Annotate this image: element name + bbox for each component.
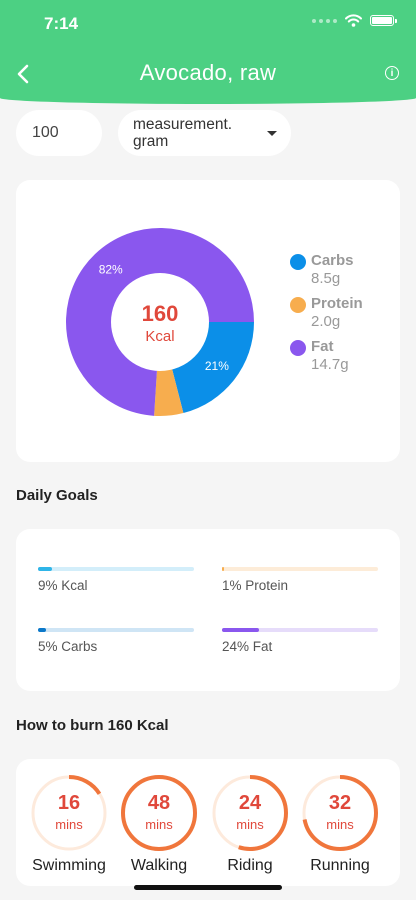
activity-unit: mins — [55, 817, 83, 832]
activity-swimming[interactable]: 16 mins Swimming — [24, 773, 114, 875]
legend-amount-protein: 2.0g — [311, 313, 341, 330]
progress-ring-icon — [212, 775, 288, 851]
burn-activities-card: 16 mins Swimming 48 mins Walking 24 mins… — [16, 759, 400, 886]
goal-carbs: 5% Carbs — [38, 628, 194, 654]
activity-riding[interactable]: 24 mins Riding — [205, 773, 295, 875]
nutrition-chart-card: 21% 82% 160 Kcal Carbs 8.5g Protein 2.0g … — [16, 180, 400, 462]
activity-name: Walking — [130, 857, 188, 874]
activity-minutes: 32 — [328, 792, 352, 814]
chart-legend: Carbs 8.5g Protein 2.0g Fat 14.7g — [290, 252, 363, 381]
goal-fat: 24% Fat — [222, 628, 378, 654]
progress-ring-icon — [31, 775, 107, 851]
goal-protein-label: 1% Protein — [222, 578, 289, 593]
progress-ring-icon — [302, 775, 378, 851]
app-header: 7:14 Avocado, raw i — [0, 0, 416, 104]
page-title: Avocado, raw — [139, 60, 277, 85]
goal-protein-fill — [222, 567, 224, 571]
activity-ring-swimming: 16 mins — [29, 773, 109, 853]
goal-kcal-fill — [38, 567, 53, 571]
status-time: 7:14 — [44, 14, 79, 33]
back-button[interactable] — [12, 62, 34, 86]
slice-label-carbs: 21% — [205, 359, 229, 373]
activity-minutes: 48 — [147, 792, 171, 814]
activity-ring-running: 32 mins — [300, 773, 380, 853]
legend-item-carbs: Carbs 8.5g — [290, 252, 363, 295]
status-icons — [312, 14, 397, 27]
activity-name: Running — [310, 857, 370, 874]
legend-item-fat: Fat 14.7g — [290, 338, 363, 381]
info-button[interactable]: i — [385, 66, 399, 80]
unit-dropdown[interactable]: measurement. gram — [118, 110, 291, 156]
legend-amount-fat: 14.7g — [311, 356, 349, 373]
legend-dot-protein — [290, 297, 306, 313]
activity-ring-walking: 48 mins — [119, 773, 199, 853]
ring-progress-swimming — [31, 775, 107, 851]
daily-goals-title: Daily Goals — [16, 487, 98, 504]
activity-minutes: 24 — [238, 792, 262, 814]
goal-fat-track — [222, 628, 378, 632]
legend-name-fat: Fat — [311, 338, 334, 355]
unit-label: measurement. gram — [133, 116, 233, 150]
activity-running[interactable]: 32 mins Running — [295, 773, 385, 875]
chevron-left-icon — [17, 64, 29, 84]
ring-progress-riding — [212, 775, 288, 851]
goal-kcal-track — [38, 567, 194, 571]
legend-dot-fat — [290, 340, 306, 356]
caret-down-icon — [267, 130, 277, 136]
activity-name: Swimming — [32, 857, 106, 874]
ring-progress-running — [302, 775, 378, 851]
goal-kcal-label: 9% Kcal — [38, 578, 88, 593]
goal-carbs-fill — [38, 628, 46, 632]
activity-walking[interactable]: 48 mins Walking — [114, 773, 204, 875]
activity-minutes: 16 — [57, 792, 81, 814]
legend-name-protein: Protein — [311, 295, 363, 312]
quantity-value: 100 — [32, 124, 59, 141]
burn-title: How to burn 160 Kcal — [16, 717, 169, 734]
slice-label-fat: 82% — [99, 263, 123, 277]
wifi-icon — [345, 14, 362, 27]
info-icon: i — [390, 67, 394, 79]
goal-fat-label: 24% Fat — [222, 639, 273, 654]
goal-protein-track — [222, 567, 378, 571]
signal-dots-icon — [312, 18, 337, 23]
activity-unit: mins — [326, 817, 354, 832]
goal-fat-fill — [222, 628, 260, 632]
activity-unit: mins — [236, 817, 264, 832]
goal-protein: 1% Protein — [222, 567, 378, 593]
battery-icon — [370, 15, 397, 26]
goal-kcal: 9% Kcal — [38, 567, 194, 593]
legend-dot-carbs — [290, 254, 306, 270]
macro-donut-chart: 21% 82% 160 Kcal — [65, 228, 254, 416]
goal-carbs-track — [38, 628, 194, 632]
ring-progress-walking — [121, 775, 197, 851]
legend-amount-carbs: 8.5g — [311, 270, 341, 287]
activity-ring-riding: 24 mins — [210, 773, 290, 853]
calorie-unit: Kcal — [145, 328, 174, 345]
progress-ring-icon — [121, 775, 197, 851]
quantity-input[interactable]: 100 — [16, 110, 102, 156]
legend-item-protein: Protein 2.0g — [290, 295, 363, 338]
goal-carbs-label: 5% Carbs — [38, 639, 98, 654]
home-indicator[interactable] — [134, 885, 282, 890]
calorie-value: 160 — [142, 301, 179, 326]
legend-name-carbs: Carbs — [311, 252, 354, 269]
activity-unit: mins — [145, 817, 173, 832]
activity-name: Riding — [227, 857, 273, 874]
daily-goals-card: 9% Kcal 1% Protein 5% Carbs 24% Fat — [16, 529, 400, 691]
